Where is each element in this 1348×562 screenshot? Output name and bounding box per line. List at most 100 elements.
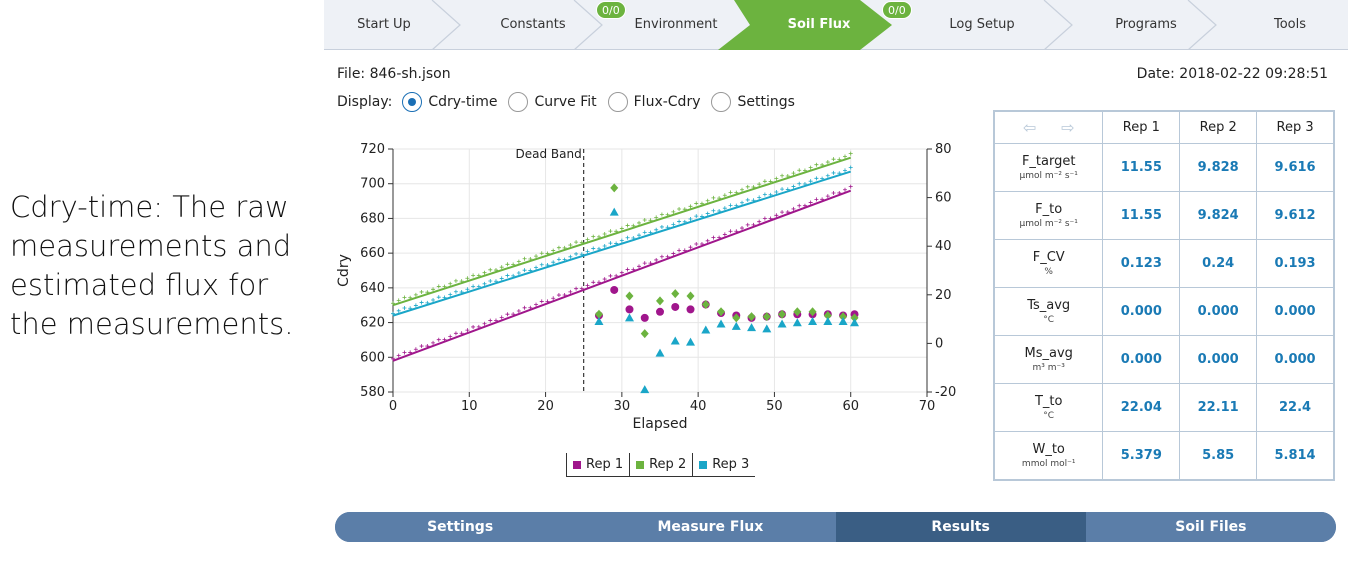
radio-button-icon[interactable] — [402, 92, 423, 112]
cdry-point — [762, 216, 767, 221]
cdry-point — [585, 237, 590, 242]
cdry-point — [848, 184, 853, 189]
cdry-point — [808, 165, 813, 170]
cdry-point — [568, 254, 573, 259]
flux-point — [625, 291, 634, 301]
cdry-point — [831, 170, 836, 175]
bottom-tab-measure-flux[interactable]: Measure Flux — [585, 512, 836, 542]
cdry-point — [465, 287, 470, 292]
flux-point — [656, 296, 664, 306]
bottom-tab-soil-files[interactable]: Soil Files — [1085, 512, 1336, 542]
result-value: 9.828 — [1179, 143, 1258, 192]
file-date: Date: 2018-02-22 09:28:51 — [1136, 66, 1328, 82]
flux-point — [640, 313, 649, 322]
cdry-point — [591, 246, 596, 251]
row-header: F_target μmol m⁻² s⁻¹ — [993, 143, 1104, 192]
cdry-fit-line — [392, 189, 852, 362]
cdry-point — [740, 200, 745, 205]
next-arrow-icon[interactable]: ⇨ — [1061, 118, 1075, 137]
radio-curve-fit[interactable]: Curve Fit — [508, 92, 597, 112]
cdry-point — [768, 179, 773, 184]
tab-log-setup[interactable]: Log Setup — [949, 17, 1015, 32]
cdry-point — [413, 347, 418, 352]
result-value: 22.4 — [1256, 383, 1334, 432]
cdry-point — [791, 171, 796, 176]
result-value: 22.11 — [1179, 383, 1258, 432]
bottom-tab-results[interactable]: Results — [835, 512, 1086, 542]
row-unit: m³ m⁻³ — [1032, 362, 1065, 373]
x-tick-label: 0 — [389, 399, 397, 414]
cdry-point — [751, 198, 756, 203]
radio-flux-cdry[interactable]: Flux-Cdry — [607, 92, 700, 112]
cdry-point — [659, 212, 664, 217]
tab-programs[interactable]: Programs — [1115, 17, 1177, 32]
cdry-point — [808, 200, 813, 205]
cdry-point — [631, 267, 636, 272]
tab-tools[interactable]: Tools — [1273, 17, 1307, 32]
cdry-point — [842, 154, 847, 159]
radio-button-icon[interactable] — [711, 92, 732, 112]
flux-point — [762, 312, 771, 322]
bottom-tab-settings[interactable]: Settings — [335, 512, 586, 542]
radio-cdry-time[interactable]: Cdry-time — [402, 92, 497, 112]
tab-environment[interactable]: Environment — [634, 17, 718, 32]
radio-button-icon[interactable] — [508, 92, 529, 112]
cdry-point — [637, 264, 642, 269]
cdry-point — [705, 238, 710, 243]
cdry-point — [482, 270, 487, 275]
cdry-point — [757, 182, 762, 187]
cdry-fit-line — [392, 156, 852, 307]
series-rep-3 — [391, 165, 860, 394]
flux-point — [686, 305, 695, 314]
legend-swatch — [636, 460, 645, 469]
cdry-point — [780, 210, 785, 215]
radio-settings[interactable]: Settings — [711, 92, 795, 112]
cdry-point — [637, 233, 642, 238]
tab-badge: 0/0 — [596, 1, 626, 19]
flux-point — [609, 207, 619, 216]
cdry-point — [488, 267, 493, 272]
flux-point — [716, 319, 726, 328]
cdry-point — [579, 240, 584, 245]
cdry-point — [602, 231, 607, 236]
radio-button-icon[interactable] — [607, 92, 628, 112]
cdry-point — [665, 254, 670, 259]
legend-item: Rep 1 — [566, 453, 630, 477]
result-value: 5.379 — [1102, 431, 1181, 480]
x-tick-label: 50 — [766, 399, 783, 414]
x-axis-label: Elapsed — [633, 416, 688, 432]
cdry-point — [642, 218, 647, 223]
tab-constants[interactable]: Constants — [500, 17, 566, 32]
radio-label: Cdry-time — [428, 94, 498, 110]
x-tick-label: 30 — [614, 399, 631, 414]
tab-start-up[interactable]: Start Up — [357, 17, 411, 32]
cdry-fit-line — [392, 170, 852, 317]
cdry-point — [768, 216, 773, 221]
y-tick-label: 680 — [360, 211, 385, 226]
cdry-point — [505, 262, 510, 267]
cdry-point — [419, 344, 424, 349]
cdry-point — [522, 268, 527, 273]
result-value: 0.000 — [1256, 335, 1334, 384]
table-row: F_target μmol m⁻² s⁻¹ 11.55 9.828 9.616 — [993, 143, 1334, 192]
cdry-point — [596, 246, 601, 251]
bottom-navigation: Settings Measure Flux Results Soil Files — [335, 512, 1336, 542]
cdry-point — [488, 278, 493, 283]
cdry-point — [751, 185, 756, 190]
cdry-point — [516, 308, 521, 313]
cdry-point — [682, 207, 687, 212]
row-header: Ts_avg °C — [993, 287, 1104, 336]
cdry-point — [534, 302, 539, 307]
tab-soil-flux[interactable]: Soil Flux — [787, 17, 851, 32]
cdry-point — [499, 265, 504, 270]
cdry-point — [511, 273, 516, 278]
cdry-point — [396, 353, 401, 358]
table-row: Ms_avg m³ m⁻³ 0.000 0.000 0.000 — [993, 335, 1334, 384]
result-value: 9.824 — [1179, 191, 1258, 240]
cdry-point — [413, 292, 418, 297]
cdry-point — [734, 190, 739, 195]
result-value: 9.612 — [1256, 191, 1334, 240]
previous-arrow-icon[interactable]: ⇦ — [1022, 118, 1037, 137]
cdry-point — [459, 290, 464, 295]
cdry-point — [608, 229, 613, 234]
